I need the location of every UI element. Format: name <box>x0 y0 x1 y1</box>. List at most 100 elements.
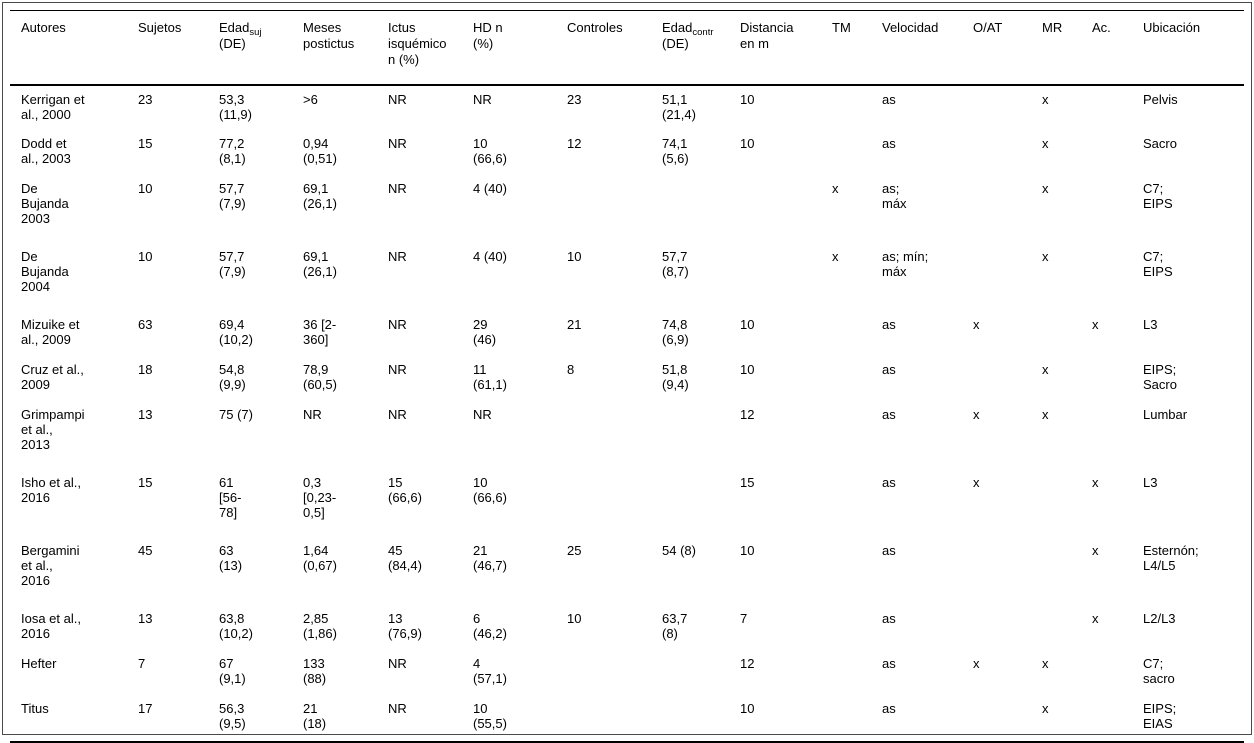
cell-hd: 11 (61,1) <box>473 361 507 392</box>
cell-edad-contr <box>651 401 729 469</box>
cell-autores: Titus <box>21 700 49 716</box>
cell-ubicacion: L2/L3 <box>1143 610 1176 626</box>
table-row: De Bujanda 2004 10 57,7 (7,9) 69,1 (26,1) NR… <box>10 243 1244 311</box>
cell-edad-suj: 69,4 (10,2) <box>219 316 253 347</box>
cell-ubicacion: Lumbar <box>1143 406 1188 422</box>
cell-distancia: 10 <box>740 542 755 558</box>
cell-autores: Cruz et al., 2009 <box>21 361 84 392</box>
cell-sujetos: 13 <box>138 406 153 422</box>
cell-velocidad: as <box>882 542 896 558</box>
cell-hd: 4 (57,1) <box>473 655 507 686</box>
cell-edad-suj: 75 (7) <box>219 406 253 422</box>
table-row: Cruz et al., 2009 18 54,8 (9,9) 78,9 (60,5)… <box>10 356 1244 401</box>
cell-ubicacion: L3 <box>1143 316 1158 332</box>
cell-mr <box>1031 537 1081 605</box>
cell-controles: 23 <box>567 91 582 107</box>
cell-tm <box>821 311 871 356</box>
cell-mr <box>1031 311 1081 356</box>
col-header-hd: HD n (%) <box>462 10 556 86</box>
cell-edad-contr <box>651 650 729 695</box>
cell-ictus: NR <box>388 180 407 196</box>
cell-tm <box>821 650 871 695</box>
cell-edad-contr: 57,7 (8,7) <box>662 248 689 279</box>
cell-autores: Isho et al., 2016 <box>21 474 81 505</box>
cell-edad-contr: 51,1 (21,4) <box>662 91 696 122</box>
table-row: Grimpampi et al., 2013 13 75 (7) NR NR NR 12 as… <box>10 401 1244 469</box>
table-row: Kerrigan et al., 2000 23 53,3 (11,9) >6 NR NR… <box>10 85 1244 130</box>
col-header-ubicacion: Ubicación <box>1132 10 1244 86</box>
cell-mr: x <box>1042 406 1049 422</box>
cell-velocidad: as <box>882 610 896 626</box>
studies-table: Autores Sujetos Edadsuj (DE) Meses postictu… <box>10 10 1244 743</box>
cell-oat: x <box>973 406 980 422</box>
col-header-edad-suj: Edadsuj (DE) <box>208 10 292 86</box>
cell-ac <box>1081 243 1132 311</box>
cell-edad-contr: 74,8 (6,9) <box>662 316 689 347</box>
cell-distancia: 7 <box>740 610 748 626</box>
cell-oat: x <box>973 474 980 490</box>
cell-tm: x <box>832 248 839 264</box>
cell-mr: x <box>1042 180 1049 196</box>
cell-edad-contr <box>651 175 729 243</box>
cell-ac <box>1081 356 1132 401</box>
cell-sujetos: 10 <box>138 180 153 196</box>
cell-oat <box>962 243 1031 311</box>
cell-meses: 0,3 [0,23- 0,5] <box>303 474 337 520</box>
cell-edad-suj: 56,3 (9,5) <box>219 700 246 731</box>
cell-tm <box>821 537 871 605</box>
cell-hd: 4 (40) <box>473 248 507 264</box>
cell-ubicacion: Sacro <box>1143 135 1177 151</box>
cell-ubicacion: Esternón; L4/L5 <box>1143 542 1199 573</box>
table-row: Dodd et al., 2003 15 77,2 (8,1) 0,94 (0,51)… <box>10 130 1244 175</box>
cell-ac <box>1081 85 1132 130</box>
cell-autores: Bergamini et al., 2016 <box>21 542 80 588</box>
cell-sujetos: 10 <box>138 248 153 264</box>
cell-sujetos: 45 <box>138 542 153 558</box>
cell-ubicacion: Pelvis <box>1143 91 1178 107</box>
cell-velocidad: as <box>882 700 896 716</box>
cell-tm <box>821 469 871 537</box>
cell-tm <box>821 695 871 742</box>
cell-velocidad: as <box>882 316 896 332</box>
cell-oat <box>962 175 1031 243</box>
col-header-ictus: Ictus isquémico n (%) <box>377 10 462 86</box>
col-header-sujetos: Sujetos <box>127 10 208 86</box>
cell-distancia: 15 <box>740 474 755 490</box>
cell-sujetos: 15 <box>138 135 153 151</box>
cell-oat: x <box>973 316 980 332</box>
cell-ubicacion: C7; EIPS <box>1143 248 1173 279</box>
cell-sujetos: 13 <box>138 610 153 626</box>
cell-meses: 69,1 (26,1) <box>303 180 337 211</box>
cell-edad-suj: 63 (13) <box>219 542 243 573</box>
cell-ac <box>1081 401 1132 469</box>
cell-oat <box>962 85 1031 130</box>
cell-velocidad: as; máx <box>882 180 907 211</box>
cell-sujetos: 63 <box>138 316 153 332</box>
cell-meses: 0,94 (0,51) <box>303 135 337 166</box>
table-header: Autores Sujetos Edadsuj (DE) Meses postictu… <box>10 10 1244 86</box>
cell-hd: 10 (66,6) <box>473 474 507 505</box>
cell-ictus: NR <box>388 361 407 377</box>
cell-edad-suj: 77,2 (8,1) <box>219 135 246 166</box>
table-row: Bergamini et al., 2016 45 63 (13) 1,64 (0,6… <box>10 537 1244 605</box>
col-header-ac: Ac. <box>1081 10 1132 86</box>
cell-autores: Mizuike et al., 2009 <box>21 316 80 347</box>
cell-ac <box>1081 130 1132 175</box>
cell-velocidad: as <box>882 655 896 671</box>
cell-controles: 8 <box>567 361 575 377</box>
header-row: Autores Sujetos Edadsuj (DE) Meses postictu… <box>10 10 1244 86</box>
cell-velocidad: as <box>882 474 896 490</box>
cell-mr: x <box>1042 700 1049 716</box>
cell-oat <box>962 537 1031 605</box>
cell-distancia <box>729 175 821 243</box>
cell-controles <box>556 175 651 243</box>
cell-mr: x <box>1042 135 1049 151</box>
cell-ac: x <box>1092 316 1099 332</box>
cell-controles: 25 <box>567 542 582 558</box>
header-subscript: suj <box>249 27 262 38</box>
cell-ictus: NR <box>388 655 407 671</box>
cell-mr <box>1031 469 1081 537</box>
cell-oat <box>962 130 1031 175</box>
cell-hd: 10 (66,6) <box>473 135 507 166</box>
